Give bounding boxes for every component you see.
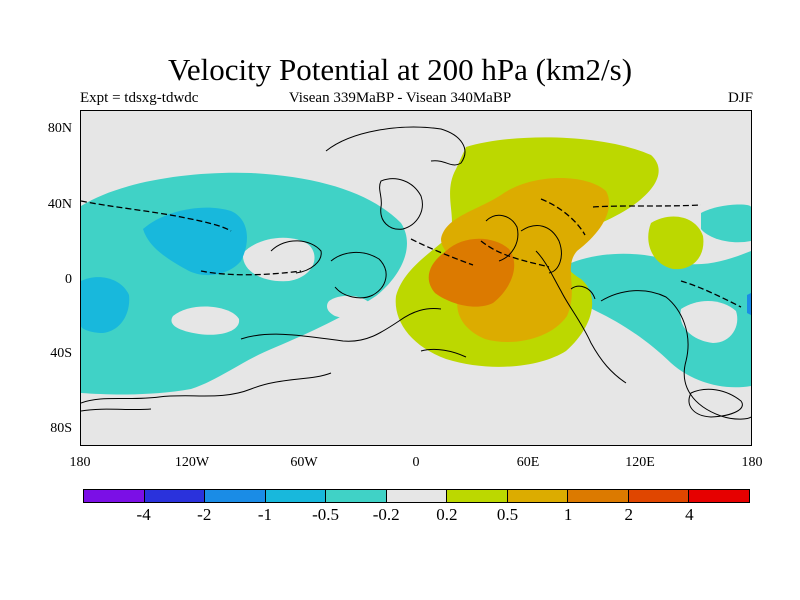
negative-region-east bbox=[567, 251, 751, 388]
negative-core-southwest bbox=[81, 277, 130, 333]
colorbar-swatch bbox=[689, 490, 750, 502]
lon-tick-label: 180 bbox=[741, 455, 763, 470]
colorbar-label: 0.2 bbox=[436, 505, 458, 524]
negative-core-pacific bbox=[143, 207, 247, 276]
colorbar-swatch bbox=[326, 490, 387, 502]
lat-tick-label: 0 bbox=[65, 272, 72, 287]
lon-tick-label: 120W bbox=[174, 455, 210, 470]
lon-tick-label: 120E bbox=[625, 455, 655, 470]
map-title: Velocity Potential at 200 hPa (km2/s) bbox=[167, 52, 633, 87]
neutral-patch-east bbox=[680, 300, 738, 343]
colorbar-label: 0.5 bbox=[496, 505, 519, 524]
lat-tick-label: 40S bbox=[50, 346, 72, 361]
period-label: Visean 339MaBP - Visean 340MaBP bbox=[288, 90, 512, 106]
lon-tick-label: 60E bbox=[516, 455, 540, 470]
colorbar bbox=[83, 489, 750, 503]
colorbar-swatch bbox=[628, 490, 690, 502]
coastlines bbox=[81, 126, 751, 420]
neutral-patch-2 bbox=[171, 306, 240, 335]
season-label: DJF bbox=[727, 90, 753, 106]
colorbar-label: 1 bbox=[563, 505, 573, 524]
lon-tick-label: 60W bbox=[290, 455, 318, 470]
colorbar-swatch bbox=[507, 490, 569, 502]
colorbar-swatch bbox=[386, 490, 448, 502]
negative-core-east-edge bbox=[747, 293, 751, 315]
neutral-patch-3 bbox=[327, 295, 373, 319]
colorbar-swatch bbox=[568, 490, 629, 502]
lat-tick-label: 40N bbox=[47, 197, 72, 212]
map-plot-area bbox=[80, 110, 752, 446]
lon-tick-label: 180 bbox=[69, 455, 91, 470]
colorbar-label: -0.5 bbox=[312, 505, 339, 524]
colorbar-label: 2 bbox=[624, 505, 633, 524]
positive-region-east-lobe bbox=[648, 216, 704, 270]
negative-region-northeast bbox=[701, 204, 751, 243]
lon-tick-label: 0 bbox=[412, 455, 420, 470]
experiment-label: Expt = tdsxg-tdwdc bbox=[80, 90, 199, 106]
colorbar-label: -4 bbox=[136, 505, 151, 524]
colorbar-swatch bbox=[144, 490, 206, 502]
colorbar-label: -1 bbox=[257, 505, 272, 524]
colorbar-swatch bbox=[84, 490, 145, 502]
lat-tick-label: 80N bbox=[47, 121, 72, 136]
colorbar-swatch bbox=[205, 490, 266, 502]
colorbar-label: 4 bbox=[685, 505, 694, 524]
lat-tick-label: 80S bbox=[50, 421, 72, 436]
positive-core bbox=[428, 238, 515, 307]
colorbar-label: -2 bbox=[197, 505, 212, 524]
velocity-potential-map bbox=[81, 111, 751, 445]
colorbar-swatch bbox=[447, 490, 508, 502]
paleo-shorelines bbox=[81, 198, 742, 308]
colorbar-label: -0.2 bbox=[372, 505, 400, 524]
neutral-patch-1 bbox=[242, 237, 315, 282]
colorbar-swatch bbox=[265, 490, 327, 502]
